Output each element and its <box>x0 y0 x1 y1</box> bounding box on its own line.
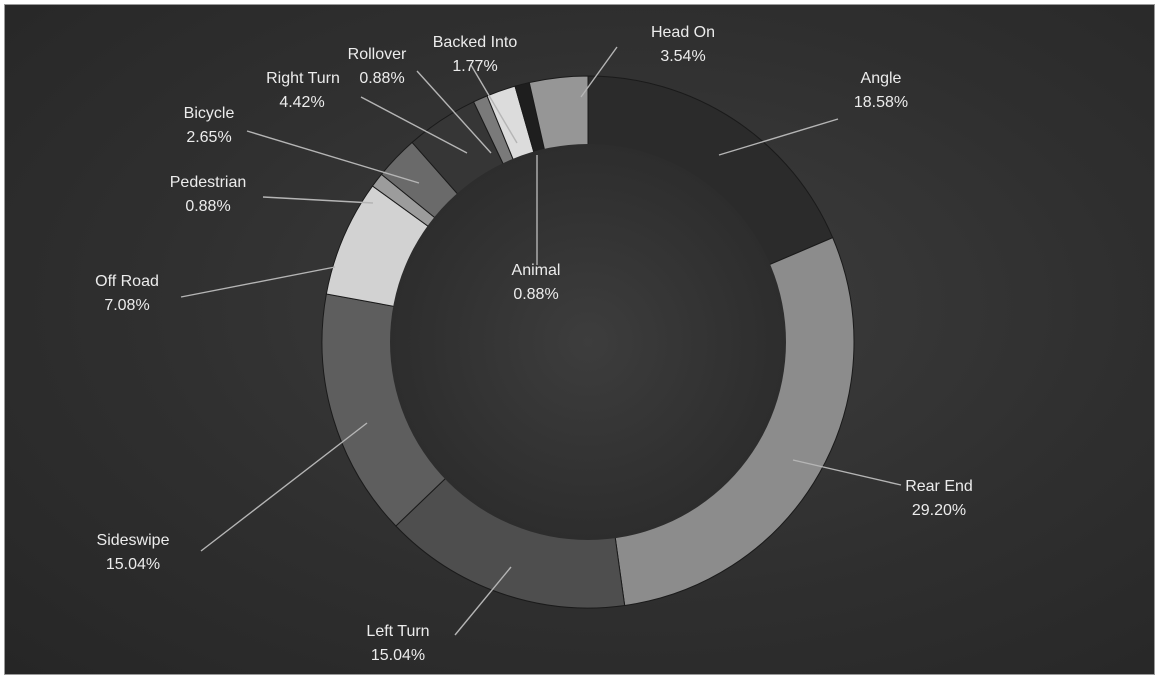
data-label-rollover: Rollover <box>348 46 407 63</box>
leader-line-bicycle <box>246 130 420 184</box>
data-label-animal: Animal <box>512 262 561 279</box>
leader-line-left-turn <box>454 566 512 636</box>
data-label-head-on: Head On <box>651 24 715 41</box>
data-value-animal: 0.88% <box>513 286 558 303</box>
leader-line-head-on <box>580 46 618 98</box>
data-value-backed-into: 1.77% <box>452 58 497 75</box>
data-label-left-turn: Left Turn <box>366 623 429 640</box>
leader-line-rear-end <box>792 459 902 486</box>
data-label-rear-end: Rear End <box>905 478 973 495</box>
data-value-angle: 18.58% <box>854 94 908 111</box>
data-value-rear-end: 29.20% <box>912 502 966 519</box>
doughnut-chart: Angle 18.58% Rear End 29.20% Left Turn 15.04%… <box>95 24 973 664</box>
doughnut-hole <box>390 144 786 540</box>
data-label-right-turn: Right Turn <box>266 70 340 87</box>
data-labels: Angle 18.58% Rear End 29.20% Left Turn 15.04%… <box>95 24 973 664</box>
data-label-angle: Angle <box>861 70 902 87</box>
leader-line-sideswipe <box>200 422 368 552</box>
data-value-head-on: 3.54% <box>660 48 705 65</box>
leader-line-backed-into <box>470 64 518 144</box>
leader-line-off-road <box>180 266 336 298</box>
data-value-bicycle: 2.65% <box>186 129 231 146</box>
leader-line-right-turn <box>360 96 468 154</box>
data-value-off-road: 7.08% <box>104 297 149 314</box>
data-label-sideswipe: Sideswipe <box>97 532 170 549</box>
plot-area: Angle 18.58% Rear End 29.20% Left Turn 15.04%… <box>4 4 1155 675</box>
data-value-right-turn: 4.42% <box>279 94 324 111</box>
leader-line-angle <box>718 118 839 156</box>
leader-line-rollover <box>416 70 492 154</box>
data-value-rollover: 0.88% <box>359 70 404 87</box>
data-value-pedestrian: 0.88% <box>185 198 230 215</box>
data-value-left-turn: 15.04% <box>371 647 425 664</box>
data-label-backed-into: Backed Into <box>433 34 518 51</box>
leader-lines <box>180 46 902 636</box>
data-label-pedestrian: Pedestrian <box>170 174 247 191</box>
data-value-sideswipe: 15.04% <box>106 556 160 573</box>
data-label-off-road: Off Road <box>95 273 159 290</box>
leader-line-pedestrian <box>262 196 374 204</box>
data-label-bicycle: Bicycle <box>184 105 235 122</box>
